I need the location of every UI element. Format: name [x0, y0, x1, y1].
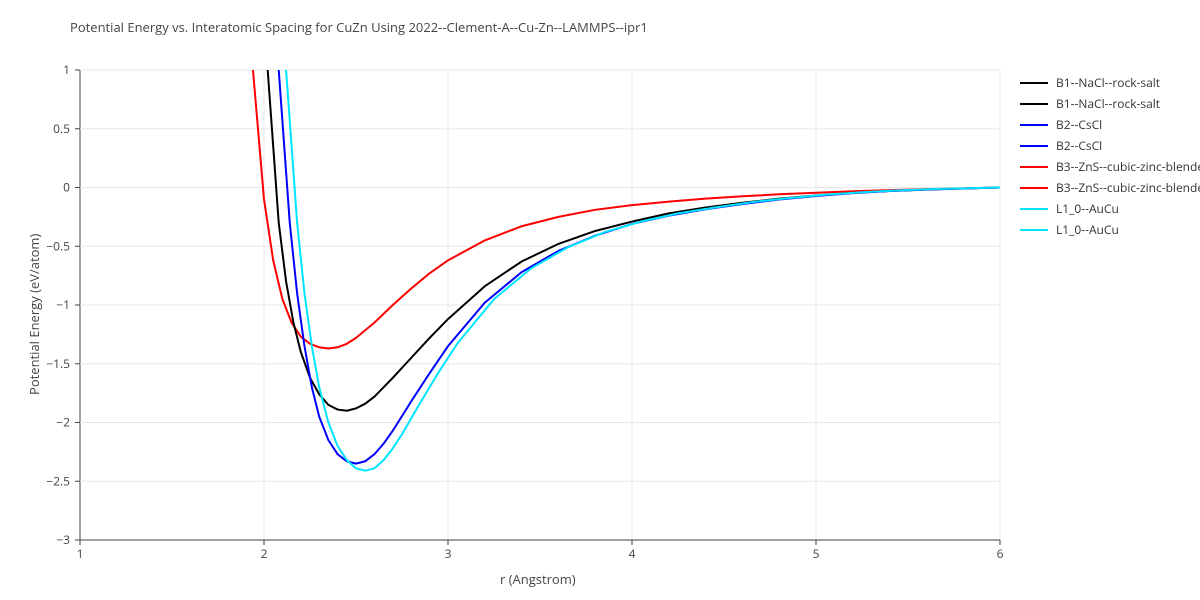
- y-tick-label: −0.5: [46, 237, 70, 254]
- x-tick-label: 3: [445, 545, 452, 562]
- legend-label: B3--ZnS--cubic-zinc-blende: [1056, 158, 1200, 175]
- x-axis-label: r (Angstrom): [500, 570, 576, 588]
- legend-swatch: [1020, 82, 1048, 84]
- legend-item[interactable]: B3--ZnS--cubic-zinc-blende: [1020, 158, 1200, 175]
- legend-label: L1_0--AuCu: [1056, 200, 1119, 217]
- x-tick-label: 5: [813, 545, 820, 562]
- x-tick-label: 1: [77, 545, 84, 562]
- y-tick-label: −1.5: [46, 355, 70, 372]
- legend-label: B1--NaCl--rock-salt: [1056, 95, 1160, 112]
- y-tick-label: −3: [56, 531, 70, 548]
- x-tick-label: 2: [261, 545, 268, 562]
- legend-swatch: [1020, 208, 1048, 210]
- legend-swatch: [1020, 103, 1048, 105]
- plot-area: 123456−3−2.5−2−1.5−1−0.500.51: [80, 70, 1000, 540]
- legend-item[interactable]: L1_0--AuCu: [1020, 200, 1200, 217]
- legend-item[interactable]: L1_0--AuCu: [1020, 221, 1200, 238]
- x-tick-label: 6: [997, 545, 1004, 562]
- potential-energy-chart: Potential Energy vs. Interatomic Spacing…: [0, 0, 1200, 600]
- legend-item[interactable]: B2--CsCl: [1020, 137, 1200, 154]
- y-axis-label: Potential Energy (eV/atom): [25, 234, 43, 395]
- legend-swatch: [1020, 166, 1048, 168]
- legend-swatch: [1020, 145, 1048, 147]
- y-tick-label: −2: [56, 414, 70, 431]
- legend-label: B3--ZnS--cubic-zinc-blende: [1056, 179, 1200, 196]
- legend-item[interactable]: B2--CsCl: [1020, 116, 1200, 133]
- legend-item[interactable]: B3--ZnS--cubic-zinc-blende: [1020, 179, 1200, 196]
- legend: B1--NaCl--rock-salt B1--NaCl--rock-salt B2…: [1020, 74, 1200, 242]
- legend-label: B2--CsCl: [1056, 137, 1102, 154]
- legend-item[interactable]: B1--NaCl--rock-salt: [1020, 95, 1200, 112]
- x-tick-label: 4: [629, 545, 636, 562]
- legend-swatch: [1020, 124, 1048, 126]
- y-tick-label: 0.5: [53, 120, 70, 137]
- legend-swatch: [1020, 187, 1048, 189]
- legend-swatch: [1020, 229, 1048, 231]
- y-tick-label: −1: [56, 296, 70, 313]
- y-tick-label: 0: [63, 179, 70, 196]
- chart-title: Potential Energy vs. Interatomic Spacing…: [70, 18, 648, 36]
- legend-item[interactable]: B1--NaCl--rock-salt: [1020, 74, 1200, 91]
- y-tick-label: −2.5: [46, 472, 70, 489]
- y-tick-label: 1: [63, 61, 70, 78]
- legend-label: B2--CsCl: [1056, 116, 1102, 133]
- legend-label: L1_0--AuCu: [1056, 221, 1119, 238]
- legend-label: B1--NaCl--rock-salt: [1056, 74, 1160, 91]
